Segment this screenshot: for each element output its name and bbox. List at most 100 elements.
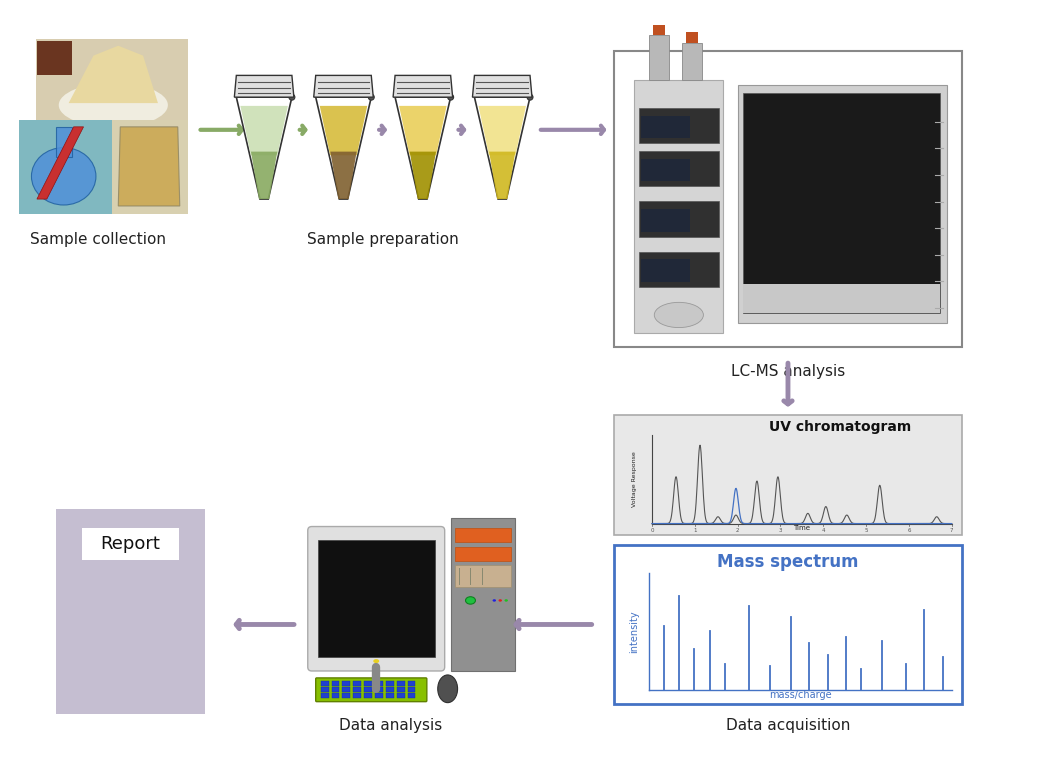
Bar xyxy=(365,687,372,692)
Bar xyxy=(321,687,328,692)
Bar xyxy=(342,681,351,686)
Text: 7: 7 xyxy=(950,528,954,533)
Text: mass/charge: mass/charge xyxy=(769,690,831,700)
Bar xyxy=(332,687,339,692)
Text: intensity: intensity xyxy=(629,610,639,653)
Bar xyxy=(375,681,383,686)
Ellipse shape xyxy=(368,94,374,100)
Bar xyxy=(375,693,383,698)
Ellipse shape xyxy=(58,83,168,127)
Text: Mass spectrum: Mass spectrum xyxy=(718,553,859,572)
Ellipse shape xyxy=(466,597,475,604)
Bar xyxy=(739,85,947,323)
Polygon shape xyxy=(472,75,532,97)
Text: 6: 6 xyxy=(907,528,911,533)
Bar xyxy=(743,285,940,313)
Polygon shape xyxy=(409,152,436,199)
Polygon shape xyxy=(395,97,451,199)
Text: 5: 5 xyxy=(864,528,867,533)
Bar xyxy=(36,39,188,120)
Polygon shape xyxy=(69,45,158,103)
Bar xyxy=(386,693,393,698)
Polygon shape xyxy=(118,127,180,206)
Bar xyxy=(614,51,962,347)
Bar xyxy=(649,35,669,81)
Text: 3: 3 xyxy=(779,528,782,533)
Polygon shape xyxy=(489,152,516,199)
Ellipse shape xyxy=(499,599,502,601)
Bar xyxy=(455,565,511,586)
Ellipse shape xyxy=(505,599,508,601)
Bar xyxy=(455,529,511,542)
Bar xyxy=(353,681,361,686)
Ellipse shape xyxy=(32,148,96,205)
Bar xyxy=(407,681,416,686)
Text: 1: 1 xyxy=(693,528,696,533)
Ellipse shape xyxy=(655,303,704,328)
Polygon shape xyxy=(236,97,292,199)
Bar xyxy=(614,414,962,536)
Bar xyxy=(639,151,719,186)
Text: Data analysis: Data analysis xyxy=(339,719,442,734)
Bar xyxy=(639,202,719,237)
Text: Report: Report xyxy=(100,535,161,553)
Bar xyxy=(641,159,690,181)
Bar xyxy=(318,540,435,657)
Bar xyxy=(614,545,962,704)
Bar xyxy=(386,681,393,686)
Text: 0: 0 xyxy=(651,528,654,533)
FancyBboxPatch shape xyxy=(316,678,427,701)
Bar xyxy=(396,693,405,698)
Polygon shape xyxy=(331,152,357,199)
Polygon shape xyxy=(474,97,530,199)
Text: Data acquisition: Data acquisition xyxy=(726,719,850,734)
Polygon shape xyxy=(320,106,367,156)
Bar xyxy=(365,693,372,698)
Text: 2: 2 xyxy=(736,528,740,533)
Ellipse shape xyxy=(492,599,496,601)
Bar xyxy=(396,681,405,686)
Bar xyxy=(686,32,697,42)
Polygon shape xyxy=(37,127,84,199)
Bar xyxy=(342,687,351,692)
Bar xyxy=(641,260,690,282)
Bar xyxy=(635,81,724,332)
Bar xyxy=(112,120,188,214)
Polygon shape xyxy=(251,152,277,199)
Bar xyxy=(321,693,328,698)
Polygon shape xyxy=(393,75,453,97)
Polygon shape xyxy=(399,106,446,156)
Bar xyxy=(342,693,351,698)
Ellipse shape xyxy=(354,683,399,694)
Bar xyxy=(332,681,339,686)
Bar xyxy=(681,42,702,81)
Text: Voltage Response: Voltage Response xyxy=(631,451,637,507)
Bar xyxy=(407,693,416,698)
Bar xyxy=(82,529,179,560)
Bar xyxy=(55,127,71,156)
Bar xyxy=(353,687,361,692)
Ellipse shape xyxy=(448,94,454,100)
Bar xyxy=(19,120,188,214)
Polygon shape xyxy=(316,97,371,199)
Bar xyxy=(743,93,940,313)
Polygon shape xyxy=(234,75,293,97)
Bar xyxy=(19,120,112,214)
Bar xyxy=(455,547,511,561)
Bar xyxy=(639,252,719,287)
Text: Sample collection: Sample collection xyxy=(31,231,167,246)
Bar xyxy=(407,687,416,692)
FancyBboxPatch shape xyxy=(308,526,444,671)
Bar xyxy=(653,25,665,35)
Bar xyxy=(641,116,690,138)
Bar xyxy=(365,681,372,686)
Bar xyxy=(55,509,204,713)
Bar xyxy=(375,687,383,692)
Ellipse shape xyxy=(527,94,533,100)
Bar xyxy=(37,41,71,75)
Text: Sample preparation: Sample preparation xyxy=(307,231,459,246)
Text: Time: Time xyxy=(793,526,810,532)
Text: 4: 4 xyxy=(822,528,825,533)
Bar xyxy=(332,693,339,698)
Bar xyxy=(396,687,405,692)
